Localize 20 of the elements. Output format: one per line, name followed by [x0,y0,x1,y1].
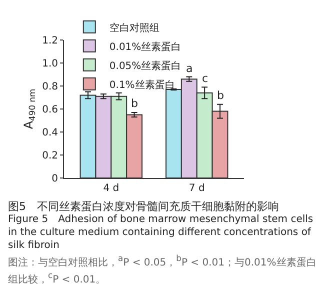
data-label: a [186,62,193,75]
y-tick-label: 1.2 [42,36,58,46]
y-tick-label: 0.6 [42,104,58,116]
text: 图5 不同丝素蛋白浓度对骨髓间充质干细胞黏附的影响 [8,200,280,213]
legend-label: 0.05%丝素蛋白 [109,60,182,72]
data-label: b [217,89,224,102]
y-tick-label: 0.4 [42,128,58,138]
y-tick-label: 0.8 [42,82,58,92]
legend-label: 0.01%丝素蛋白 [109,40,182,53]
y-tick-label: 1.0 [42,58,58,70]
data-label: b [131,97,138,110]
data-label: c [202,72,208,85]
legend-label: 空白对照组 [109,22,160,34]
x-tick-label: 4 d [103,183,120,194]
legend-label: 0.1%丝素蛋白 [109,78,175,91]
x-tick-label: 7 d [188,183,205,194]
y-tick-label: 0 [52,174,58,184]
y-tick-label: 0.2 [42,150,58,162]
text: Figure 5 Adhesion of bone marrow mesenchymal stem cells in the culture medium containing different concentrations of silk fibroin [8,213,314,252]
text: 图注：与空白对照相比，$^{a}$P < 0.05，$^{b}$P < 0.01；与0.01%丝素蛋白组比较，$^{c}$P < 0.01。 [8,253,316,286]
